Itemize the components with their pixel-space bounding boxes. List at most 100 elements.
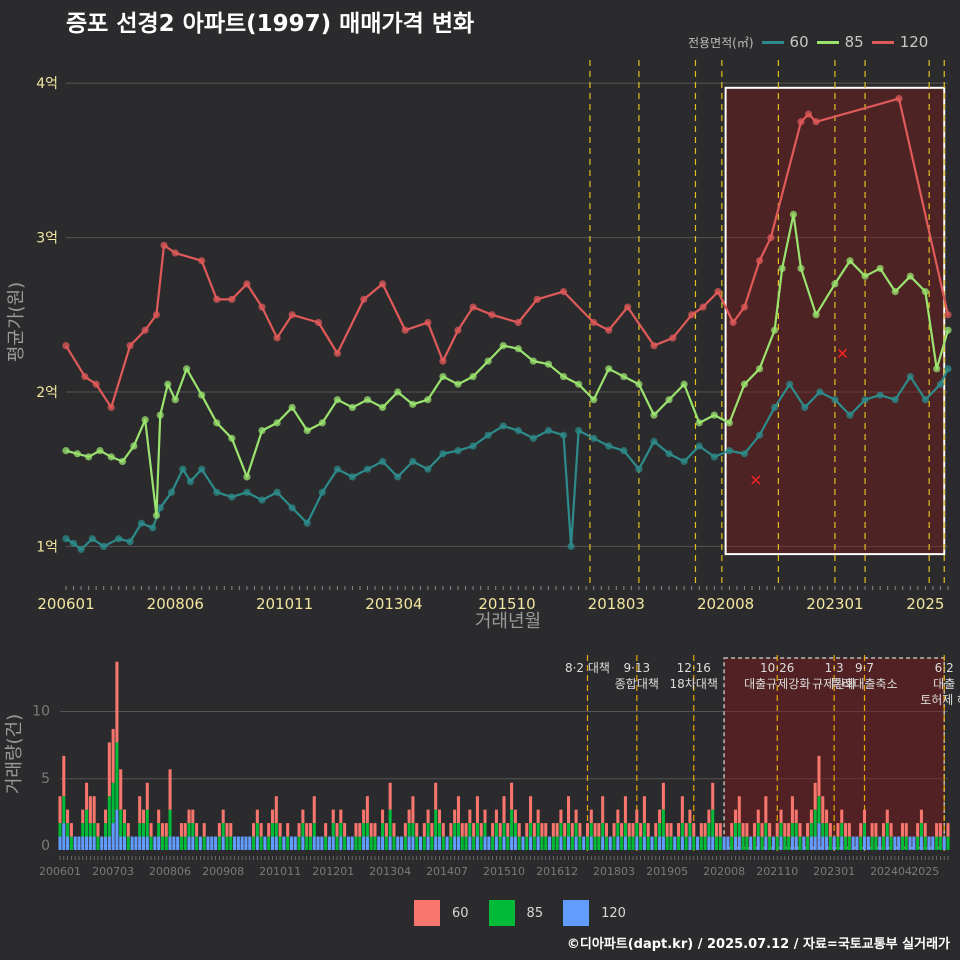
volume-bar-120 (707, 836, 711, 850)
volume-bar-85 (760, 836, 764, 850)
volume-bar-120 (566, 836, 571, 850)
data-point-120 (92, 380, 100, 388)
data-point-60 (77, 545, 85, 554)
data-point-85 (831, 280, 839, 288)
volume-bar-120 (141, 836, 146, 850)
volume-bar-85 (585, 836, 590, 850)
volume-bar-85 (551, 836, 555, 850)
volume-bar-85 (665, 836, 669, 850)
data-point-60 (454, 447, 462, 455)
volume-bar-120 (176, 836, 180, 850)
volume-bar-60 (889, 823, 893, 837)
data-point-85 (590, 396, 598, 404)
volume-bar-85 (479, 836, 483, 850)
data-point-85 (755, 365, 764, 373)
volume-bar-60 (885, 809, 889, 824)
data-point-85 (529, 357, 537, 365)
volume-bar-60 (661, 782, 665, 810)
volume-x-tick-label: 201905 (646, 865, 688, 878)
volume-bar-60 (536, 809, 540, 824)
volume-bar-60 (623, 796, 627, 824)
volume-bar-120 (365, 836, 369, 850)
volume-bar-85 (69, 836, 73, 850)
volume-bar-60 (475, 796, 479, 824)
data-point-120 (171, 249, 179, 257)
volume-bar-120 (248, 836, 252, 850)
series-line-120 (65, 97, 950, 409)
volume-bar-85 (119, 809, 123, 837)
data-point-85 (228, 434, 236, 442)
data-point-120 (624, 303, 632, 311)
data-point-60 (379, 457, 387, 466)
data-point-120 (533, 295, 541, 303)
data-point-60 (484, 431, 492, 439)
volume-bar-85 (733, 823, 738, 837)
volume-bar-120 (100, 836, 104, 850)
volume-bar-60 (145, 782, 149, 810)
volume-bar-120 (240, 836, 244, 850)
legend-label-120: 120 (899, 33, 929, 51)
volume-bar-60 (138, 796, 142, 824)
volume-bar-60 (783, 823, 787, 837)
volume-bar-60 (369, 823, 373, 837)
volume-bar-120 (381, 836, 385, 850)
volume-bar-85 (115, 742, 119, 810)
volume-bar-120 (623, 836, 627, 850)
volume-bar-85 (840, 823, 844, 837)
data-point-120 (895, 95, 903, 103)
data-point-60 (439, 450, 447, 458)
volume-bar-85 (616, 823, 620, 837)
volume-bar-60 (809, 809, 813, 824)
volume-bar-85 (491, 836, 495, 850)
volume-bar-85 (718, 836, 722, 850)
highlight-box (724, 86, 946, 556)
volume-bar-120 (589, 836, 593, 850)
data-point-60 (273, 488, 281, 496)
legend-item-60: 60 (761, 33, 809, 51)
data-point-60 (665, 450, 673, 458)
volume-bar-85 (164, 836, 168, 850)
volume-bar-85 (699, 836, 703, 850)
volume-bar-120 (771, 836, 775, 850)
volume-bar-120 (282, 836, 286, 850)
volume-bar-120 (407, 836, 411, 850)
volume-bar-120 (601, 836, 605, 850)
data-point-60 (213, 488, 221, 496)
volume-bar-120 (661, 836, 665, 850)
volume-bar-120 (115, 809, 119, 850)
legend-item-85: 85 (816, 33, 864, 51)
volume-bar-60 (646, 823, 650, 837)
volume-bar-85 (358, 836, 362, 850)
volume-bar-120 (942, 836, 946, 850)
volume-bar-120 (426, 836, 430, 850)
volume-bar-60 (483, 809, 487, 824)
volume-bar-60 (392, 823, 396, 837)
volume-bar-85 (217, 836, 221, 850)
policy-annotation-text: 대출 (933, 677, 955, 691)
volume-bar-60 (563, 823, 567, 837)
volume-bar-60 (593, 823, 597, 837)
volume-bar-60 (104, 809, 108, 824)
volume-bar-120 (878, 836, 882, 850)
volume-bar-85 (392, 836, 396, 850)
volume-bar-60 (388, 782, 392, 810)
volume-bar-60 (589, 809, 593, 824)
volume-bar-85 (646, 836, 650, 850)
volume-bar-85 (836, 836, 840, 850)
data-point-60 (243, 488, 251, 496)
volume-bar-120 (331, 836, 335, 850)
volume-bar-85 (821, 823, 825, 837)
data-point-60 (846, 411, 854, 419)
volume-bar-120 (696, 836, 700, 850)
data-point-60 (333, 465, 341, 473)
volume-bar-85 (935, 836, 939, 850)
volume-bar-120 (866, 836, 870, 850)
volume-bar-60 (88, 796, 92, 824)
volume-bar-85 (787, 836, 791, 850)
data-point-60 (605, 442, 613, 450)
volume-bar-85 (730, 836, 734, 850)
data-point-120 (213, 295, 221, 303)
volume-bar-60 (456, 796, 460, 824)
data-point-85 (710, 411, 718, 419)
